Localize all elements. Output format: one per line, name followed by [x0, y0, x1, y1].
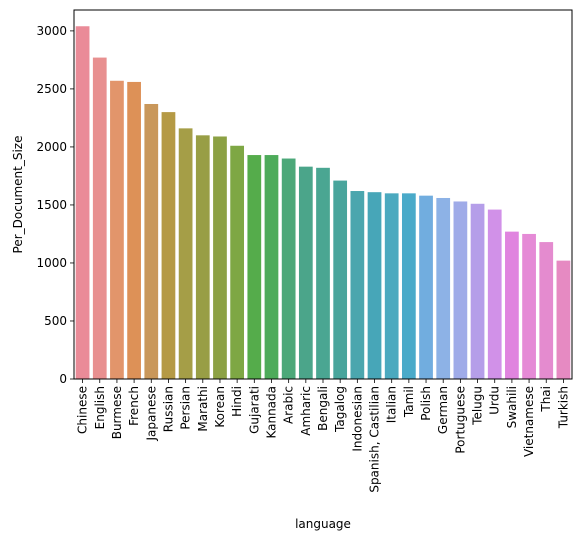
- bar-japanese: [144, 103, 159, 380]
- bar-kannada: [264, 155, 279, 379]
- bar-hindi: [230, 145, 245, 379]
- plot-frame: [73, 9, 573, 380]
- x-tick-label: Swahili: [505, 386, 519, 428]
- y-axis-ticks: 0 500 1000 1500 2000 2500 3000: [36, 24, 74, 386]
- x-tick-label: Italian: [385, 386, 399, 423]
- x-axis-title: language: [295, 517, 351, 531]
- x-tick-label: Japanese: [144, 386, 158, 442]
- x-tick-label: Marathi: [196, 386, 210, 432]
- x-tick-label: Vietnamese: [522, 386, 536, 457]
- bar-persian: [178, 128, 193, 379]
- bar-indonesian: [350, 191, 365, 379]
- x-tick-label: Hindi: [230, 386, 244, 417]
- bar-spanish-castilian: [367, 192, 382, 379]
- x-tick-label: French: [127, 386, 141, 426]
- y-tick-label: 3000: [36, 24, 67, 38]
- x-tick-label: Gujarati: [247, 386, 261, 434]
- x-axis-ticks: Chinese English Burmese French Japanese Russi…: [76, 379, 570, 493]
- x-tick-label: Spanish, Castilian: [368, 386, 382, 493]
- bar-portuguese: [453, 201, 468, 379]
- bar-chinese: [75, 26, 90, 379]
- bar-tamil: [401, 193, 416, 379]
- x-tick-label: Amharic: [299, 386, 313, 436]
- x-tick-label: Korean: [213, 386, 227, 428]
- x-tick-label: Arabic: [282, 386, 296, 424]
- bar-korean: [213, 136, 227, 379]
- x-tick-label: German: [436, 386, 450, 434]
- x-tick-label: Urdu: [488, 386, 502, 415]
- x-tick-label: English: [93, 386, 107, 429]
- x-tick-label: Polish: [419, 386, 433, 421]
- bar-tagalog: [333, 180, 348, 379]
- bar-urdu: [487, 209, 502, 379]
- x-tick-label: Tagalog: [333, 386, 347, 433]
- bar-swahili: [505, 231, 519, 379]
- bar-thai: [539, 242, 554, 379]
- x-tick-label: Thai: [539, 386, 553, 413]
- x-tick-label: Indonesian: [350, 386, 364, 452]
- bar-telugu: [470, 203, 485, 379]
- bar-german: [436, 197, 451, 379]
- bars-group: [75, 26, 571, 380]
- y-axis-title: Per_Document_Size: [11, 136, 25, 254]
- y-tick-label: 500: [44, 314, 67, 328]
- y-tick-label: 2500: [36, 82, 67, 96]
- x-tick-label: Telugu: [471, 386, 485, 426]
- bar-burmese: [110, 80, 124, 379]
- x-tick-label: Kannada: [264, 386, 278, 439]
- bar-polish: [419, 195, 433, 379]
- x-tick-label: Tamil: [402, 386, 416, 418]
- bar-bengali: [316, 167, 330, 379]
- bar-italian: [384, 193, 399, 379]
- y-tick-label: 1500: [36, 198, 67, 212]
- x-tick-label: Chinese: [76, 386, 90, 434]
- x-tick-label: Turkish: [556, 386, 570, 429]
- bar-amharic: [298, 166, 313, 379]
- bar-gujarati: [247, 155, 262, 379]
- x-tick-label: Persian: [179, 386, 193, 430]
- y-tick-label: 2000: [36, 140, 67, 154]
- bar-vietnamese: [522, 233, 536, 379]
- x-tick-label: Portuguese: [453, 386, 467, 454]
- y-tick-label: 0: [59, 372, 67, 386]
- x-tick-label: Burmese: [110, 386, 124, 439]
- x-tick-label: Russian: [161, 386, 175, 432]
- bar-arabic: [281, 158, 296, 379]
- x-tick-label: Bengali: [316, 386, 330, 431]
- bar-english: [92, 57, 107, 379]
- bar-french: [127, 81, 141, 379]
- bar-russian: [161, 112, 176, 380]
- bar-marathi: [195, 135, 210, 379]
- bar-turkish: [556, 260, 571, 379]
- y-tick-label: 1000: [36, 256, 67, 270]
